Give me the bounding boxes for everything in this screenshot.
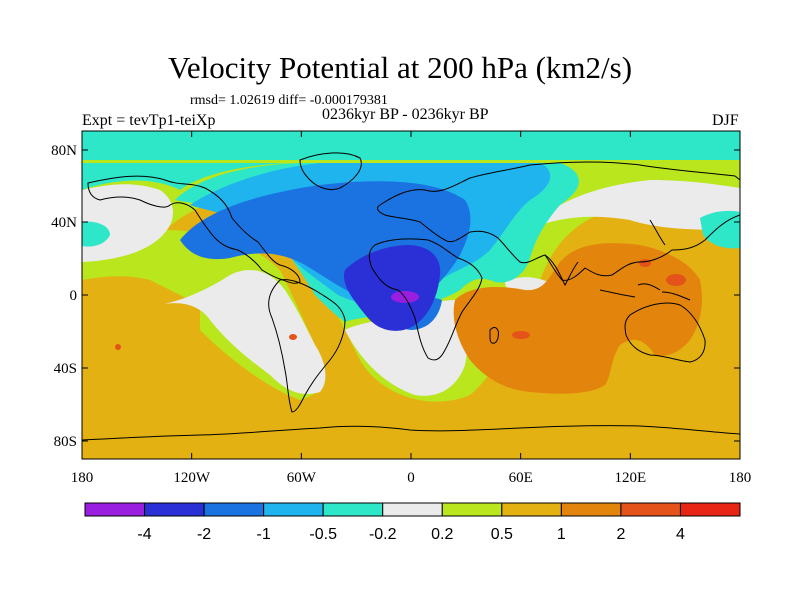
fill-level-minus02-to-02-ne: [540, 180, 740, 230]
rmsd-diff-stats: rmsd= 1.02619 diff= -0.000179381: [190, 93, 388, 108]
colorbar-label: 0.5: [491, 526, 513, 543]
colorbar-label: 4: [676, 526, 685, 543]
colorbar-labels: -4 -2 -1 -0.5 -0.2 0.2 0.5 1 2 4: [137, 526, 685, 543]
coast-indonesia: [599, 283, 691, 301]
lat-label: 80S: [54, 434, 77, 450]
coast-australia: [624, 302, 706, 363]
longitude-axis: 180 120W 60W 0 60E 120E 180: [71, 131, 752, 486]
map-title: Velocity Potential at 200 hPa (km2/s): [167, 50, 633, 85]
lon-label: 0: [407, 470, 415, 486]
coast-south-america: [268, 279, 346, 413]
period-label: 0236kyr BP - 0236kyr BP: [322, 106, 489, 123]
colorbar-label: -4: [137, 526, 151, 543]
colorbar-label: -0.5: [309, 526, 337, 543]
colorbar-box: [501, 502, 562, 517]
fill-level-2-to-4-brazil-dot: [289, 334, 297, 340]
lat-label: 40S: [54, 361, 77, 377]
colorbar-box: [144, 502, 205, 517]
experiment-label: Expt = tevTp1-teiXp: [82, 112, 216, 129]
colorbar-box: [382, 502, 443, 517]
season-label: DJF: [712, 112, 739, 129]
lat-label: 0: [70, 288, 78, 304]
colorbar-box: [679, 502, 741, 517]
colorbar-label: 0.2: [431, 526, 453, 543]
lon-label: 60W: [287, 470, 317, 486]
colorbar-box: [84, 502, 146, 517]
fill-level-2-to-4-pacific: [666, 274, 686, 286]
colorbar-label: -0.2: [369, 526, 397, 543]
colorbar-label: -2: [197, 526, 211, 543]
lat-label: 80N: [51, 143, 77, 159]
coast-antarctica: [82, 425, 740, 441]
colorbar-box: [620, 502, 681, 517]
colorbar-box: [560, 502, 622, 517]
colorbar-label: 1: [557, 526, 566, 543]
colorbar-box: [203, 502, 265, 517]
coast-japan: [649, 219, 666, 246]
colorbar-box: [263, 502, 324, 517]
latitude-axis: 80N 40N 0 40S 80S: [51, 143, 740, 450]
coastline-layer: [82, 152, 740, 441]
colorbar-box: [441, 502, 503, 517]
fill-level-minus05-arctic-tail: [82, 163, 290, 190]
lon-label: 120W: [173, 470, 211, 486]
fill-level-minus05-pacific-west: [82, 221, 110, 247]
colorbar-boxes: [84, 502, 741, 517]
lon-label: 180: [71, 470, 94, 486]
fill-level-2-to-4-madagascar: [512, 331, 530, 339]
lon-label: 120E: [614, 470, 646, 486]
coast-greenland: [299, 152, 362, 191]
fill-level-minus02-to-02: [82, 184, 173, 262]
colorbar-box: [322, 502, 384, 517]
coast-africa: [368, 238, 483, 361]
lon-label: 60E: [509, 470, 533, 486]
fill-level-minus05-pacific-east: [700, 210, 740, 249]
fill-level-2-to-4-pacific-dot: [115, 344, 121, 350]
lon-label: 180: [729, 470, 752, 486]
coast-india: [544, 254, 579, 287]
coast-eurasia: [377, 161, 740, 281]
colorbar-label: 2: [616, 526, 625, 543]
colorbar-label: -1: [257, 526, 271, 543]
coast-north-america: [87, 175, 301, 284]
lat-label: 40N: [51, 215, 77, 231]
coast-madagascar: [489, 327, 499, 344]
fill-level-1-to-2-indian: [453, 243, 702, 394]
